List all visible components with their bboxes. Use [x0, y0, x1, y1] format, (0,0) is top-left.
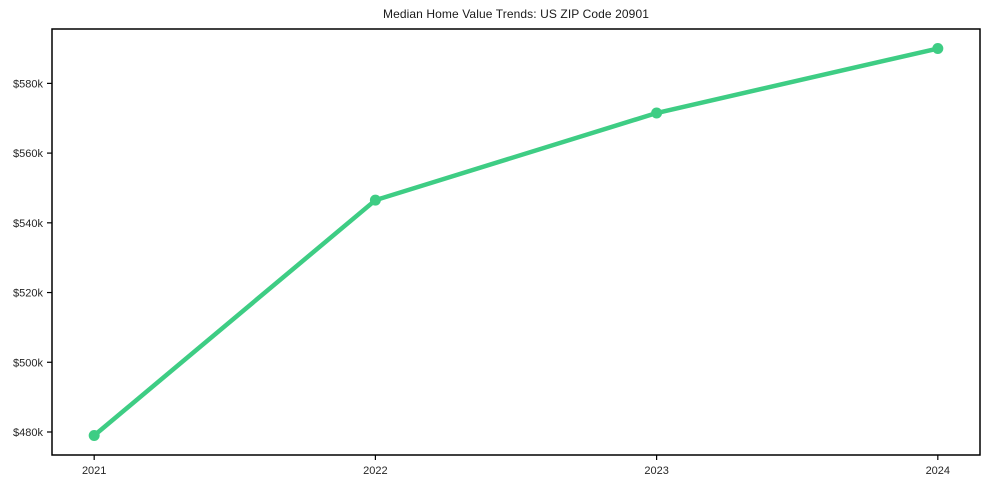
y-axis-tick-label: $580k — [13, 78, 43, 90]
plot-frame — [51, 28, 981, 456]
data-point-2022 — [369, 194, 381, 206]
y-axis-tick-label: $540k — [13, 218, 43, 230]
x-axis-tick-label: 2021 — [82, 465, 106, 477]
y-axis-tick-label: $560k — [13, 148, 43, 160]
y-axis-tick-label: $480k — [13, 427, 43, 439]
x-axis-tick-label: 2024 — [926, 465, 950, 477]
chart-title: Median Home Value Trends: US ZIP Code 20… — [382, 7, 649, 21]
data-point-2021 — [88, 429, 100, 441]
trend-line — [91, 46, 941, 438]
data-point-2023 — [651, 107, 663, 119]
x-axis-tick-label: 2023 — [644, 465, 668, 477]
data-point-2024 — [932, 43, 944, 55]
x-axis-tick-label: 2022 — [363, 465, 387, 477]
y-axis-tick-label: $500k — [13, 357, 43, 369]
y-axis-tick-label: $520k — [13, 288, 43, 300]
